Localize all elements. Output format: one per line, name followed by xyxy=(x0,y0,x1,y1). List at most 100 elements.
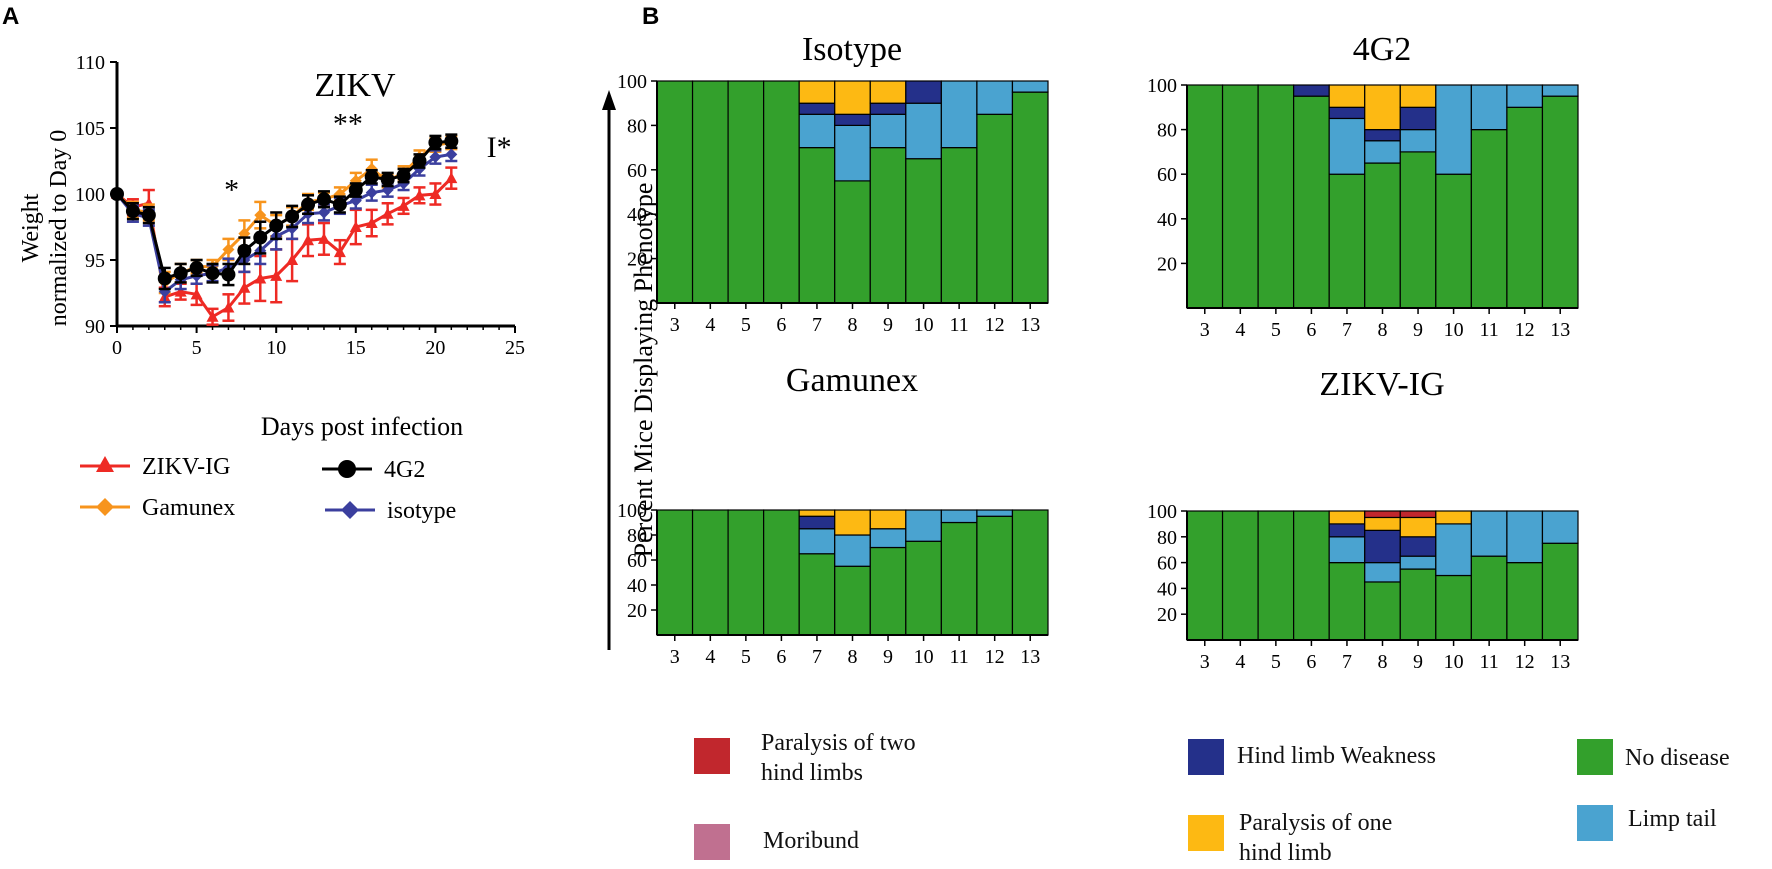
stacked-bar-gamunex: Gamunex 3 4 5 6 7 8 9 10 11 12 13 20 40 60 80 100 xyxy=(617,362,1049,668)
x-tick-label: 13 xyxy=(1020,314,1040,336)
x-tick-label: 10 xyxy=(1444,319,1464,341)
legend-label-paralysis-one-line-2: hind limb xyxy=(1239,840,1332,866)
bar-segment xyxy=(1364,529,1401,564)
bar-segment xyxy=(1506,561,1544,641)
legend-swatch-paralysis-two xyxy=(694,738,730,774)
y-tick-label: 20 xyxy=(1157,604,1177,626)
x-tick-label: 9 xyxy=(1413,651,1423,673)
data-point xyxy=(269,218,284,233)
x-tick-label: 7 xyxy=(812,314,822,336)
bar-segment xyxy=(1328,561,1366,641)
bar-segment xyxy=(1399,510,1437,519)
significance-annotation: * xyxy=(224,173,239,206)
bar-segment xyxy=(1328,536,1366,564)
bar-segment xyxy=(869,147,907,304)
legend-marker xyxy=(96,498,114,516)
data-point xyxy=(173,266,188,281)
x-tick-label: 13 xyxy=(1550,319,1570,341)
bar-segment xyxy=(798,553,836,636)
bar-segment xyxy=(869,102,907,115)
bar-segment xyxy=(834,534,871,567)
data-point xyxy=(190,288,203,300)
bar-segment xyxy=(1399,536,1437,557)
legend-item-4g2: 4G2 xyxy=(322,457,425,483)
legend-label-paralysis-two-line-2: hind limbs xyxy=(761,760,864,786)
data-point xyxy=(445,148,458,161)
data-point xyxy=(254,272,267,284)
y-tick-label: 110 xyxy=(76,52,105,74)
data-point xyxy=(317,232,330,244)
legend-label-paralysis-two-line-1: Paralysis of two xyxy=(761,730,916,756)
bar-segment xyxy=(798,515,836,530)
bar-segment xyxy=(1364,516,1401,531)
x-tick-label: 10 xyxy=(914,646,934,668)
bar-segment xyxy=(798,147,836,304)
shared-y-axis-label: Percent Mice Displaying Phenotype xyxy=(629,183,658,558)
shared-y-axis: Percent Mice Displaying Phenotype xyxy=(602,90,658,650)
data-point xyxy=(397,199,410,211)
y-tick-label: 20 xyxy=(627,600,647,622)
data-point xyxy=(332,197,347,212)
x-tick-label: 12 xyxy=(985,314,1005,336)
x-tick-label: 5 xyxy=(1271,319,1281,341)
x-tick-label: 13 xyxy=(1020,646,1040,668)
bar-segment xyxy=(1364,140,1401,164)
bar-segment xyxy=(1293,510,1330,641)
significance-annotation: ** xyxy=(333,107,363,140)
x-tick-label: 11 xyxy=(1480,651,1499,673)
bar-segment xyxy=(940,147,978,304)
bar-segment xyxy=(1435,523,1472,577)
data-point xyxy=(413,189,426,201)
bar-segment xyxy=(1364,162,1401,309)
legend-label: 4G2 xyxy=(384,457,425,483)
bar-segment xyxy=(1328,106,1366,120)
bar-segment xyxy=(1328,173,1366,309)
bar-segment xyxy=(1364,581,1401,641)
x-tick-label: 7 xyxy=(1342,319,1352,341)
legend-label-paralysis-two: Paralysis of two hind limbs xyxy=(761,728,916,788)
bar-segment xyxy=(1011,91,1049,304)
y-axis-label-line-1: Weight xyxy=(18,193,44,262)
x-tick-label: 6 xyxy=(776,314,786,336)
bar-segment xyxy=(834,124,871,182)
data-point xyxy=(444,134,459,149)
x-tick-label: 10 xyxy=(914,314,934,336)
legend-swatch-paralysis-one xyxy=(1188,815,1224,851)
bar-segment xyxy=(834,80,871,115)
x-tick-label: 5 xyxy=(741,646,751,668)
bar-segment xyxy=(869,113,907,149)
bar-segment xyxy=(1186,510,1224,641)
y-tick-label: 40 xyxy=(1157,209,1177,231)
bar-segment xyxy=(1328,84,1366,108)
bar-segment xyxy=(1364,84,1401,131)
bar-segment xyxy=(691,80,729,304)
data-point xyxy=(238,281,251,293)
bar-segment xyxy=(1435,510,1472,525)
bar-segment xyxy=(1399,129,1437,153)
data-point xyxy=(396,168,411,183)
legend-label-no-disease: No disease xyxy=(1625,745,1730,771)
x-tick-label: 8 xyxy=(848,646,858,668)
y-tick-label: 20 xyxy=(1157,253,1177,275)
bar-segment xyxy=(976,113,1014,304)
data-point xyxy=(141,208,156,223)
y-tick-label: 90 xyxy=(85,316,105,338)
data-point xyxy=(125,204,140,219)
bar-segment xyxy=(763,509,800,636)
bar-segment xyxy=(1399,555,1437,570)
legend-swatch-no-disease xyxy=(1577,739,1613,775)
bar-segment xyxy=(1364,561,1401,583)
legend-item-isotype: isotype xyxy=(325,498,456,524)
bar-segment xyxy=(976,509,1014,517)
y-tick-label: 100 xyxy=(1147,75,1177,97)
bar-segment xyxy=(1506,106,1544,309)
data-point xyxy=(205,266,220,281)
data-point xyxy=(380,172,395,187)
subplot-title: Isotype xyxy=(802,31,902,68)
bar-segment xyxy=(905,158,942,304)
data-point xyxy=(221,267,236,282)
bar-segment xyxy=(1011,509,1049,636)
legend-marker xyxy=(96,456,114,472)
panel-label-b: B xyxy=(642,3,659,30)
data-point xyxy=(316,192,331,207)
